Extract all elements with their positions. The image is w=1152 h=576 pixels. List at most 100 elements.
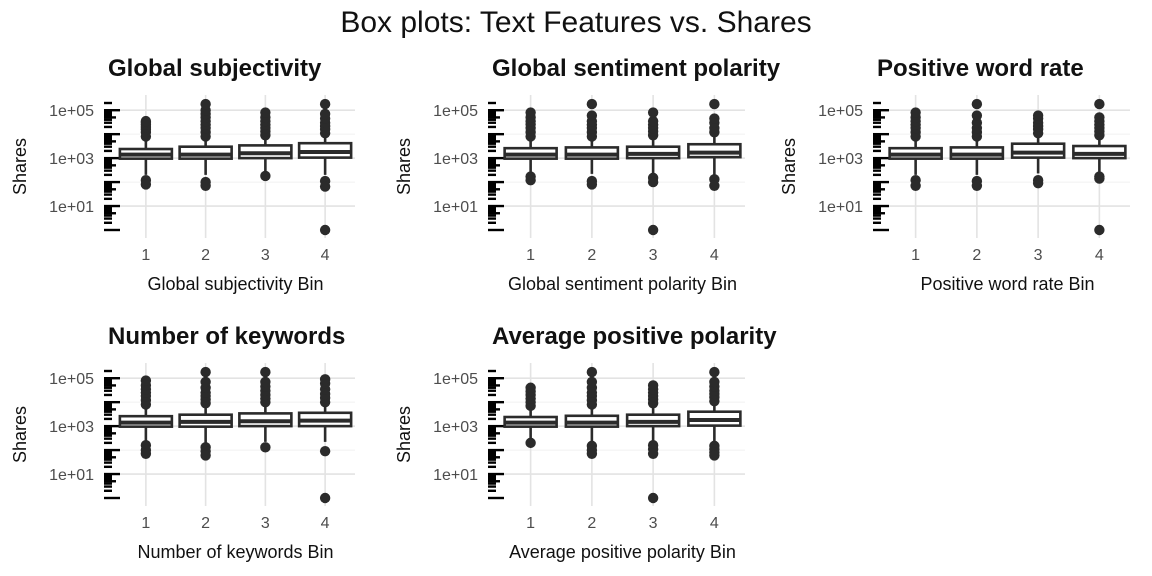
outlier-point (200, 366, 211, 378)
outlier-point (971, 110, 983, 121)
panel-5: 1e+01 1e+03 1e+05 1 2 3 4 Average positive pola… (394, 323, 777, 562)
y-axis-label: Shares (394, 138, 414, 195)
y-tick-label: 1e+03 (49, 151, 94, 168)
outlier-point (260, 366, 271, 378)
x-tick-label: 4 (1095, 247, 1104, 264)
outlier-point (319, 181, 331, 192)
outlier-point (910, 180, 921, 191)
outlier-point (586, 110, 598, 121)
x-axis-label: Positive word rate Bin (920, 274, 1094, 294)
x-tick-label: 2 (201, 515, 210, 532)
outlier-point (140, 179, 152, 190)
x-tick-label: 3 (261, 515, 270, 532)
y-axis-label: Shares (779, 138, 799, 195)
x-tick-label: 4 (321, 247, 330, 264)
outlier-point (525, 174, 536, 186)
x-tick-label: 1 (526, 515, 535, 532)
outlier-point (647, 107, 659, 118)
outlier-point (971, 117, 983, 128)
panel-title: Positive word rate (877, 55, 1084, 82)
panels: 1e+01 1e+03 1e+05 1 2 3 4 Global subjectivity Gl… (10, 55, 1130, 562)
x-tick-label: 2 (587, 515, 596, 532)
outlier-point (319, 224, 331, 236)
x-tick-label: 4 (710, 247, 719, 264)
x-axis-label: Number of keywords Bin (137, 542, 333, 562)
outlier-point (586, 376, 598, 388)
outlier-point (647, 492, 659, 504)
outlier-point (1094, 173, 1105, 184)
outlier-point (140, 448, 152, 459)
outlier-point (260, 376, 271, 388)
x-tick-label: 3 (1034, 247, 1043, 264)
outlier-point (200, 376, 211, 388)
figure-title: Box plots: Text Features vs. Shares (340, 6, 811, 39)
outlier-point (1094, 98, 1105, 110)
outlier-point (260, 170, 271, 182)
panel-1: 1e+01 1e+03 1e+05 1 2 3 4 Global subjectivity Gl… (10, 55, 355, 294)
outlier-point (200, 180, 211, 191)
x-tick-label: 2 (587, 247, 596, 264)
x-tick-label: 4 (321, 515, 330, 532)
x-tick-label: 3 (649, 247, 658, 264)
x-tick-label: 2 (972, 247, 981, 264)
x-tick-label: 1 (526, 247, 535, 264)
y-tick-label: 1e+05 (433, 371, 478, 388)
outlier-point (647, 224, 659, 236)
y-axis-label: Shares (394, 406, 414, 463)
outlier-point (140, 375, 152, 386)
panel-4: 1e+01 1e+03 1e+05 1 2 3 4 Number of keywords Num… (10, 323, 355, 562)
x-axis-label: Global subjectivity Bin (147, 274, 323, 294)
y-axis-label: Shares (10, 406, 30, 463)
outlier-point (1032, 177, 1044, 189)
panel-title: Global subjectivity (108, 55, 322, 82)
outlier-point (1094, 224, 1105, 236)
y-tick-label: 1e+03 (818, 151, 863, 168)
outlier-point (971, 98, 983, 110)
y-tick-label: 1e+01 (49, 199, 94, 216)
y-tick-label: 1e+03 (433, 151, 478, 168)
x-tick-label: 2 (201, 247, 210, 264)
outlier-point (525, 382, 536, 393)
outlier-point (709, 366, 720, 378)
outlier-point (586, 366, 598, 378)
panel-3: 1e+01 1e+03 1e+05 1 2 3 4 Positive word rate Pos… (779, 55, 1130, 294)
y-tick-label: 1e+03 (49, 419, 94, 436)
outlier-point (525, 107, 536, 118)
x-tick-label: 1 (911, 247, 920, 264)
outlier-point (709, 98, 720, 110)
outlier-point (200, 450, 211, 461)
outlier-point (140, 115, 152, 127)
outlier-point (319, 445, 331, 457)
panel-title: Number of keywords (108, 323, 345, 350)
x-tick-label: 3 (649, 515, 658, 532)
outlier-point (586, 98, 598, 110)
outlier-point (910, 107, 921, 118)
panel-2: 1e+01 1e+03 1e+05 1 2 3 4 Global sentiment pola… (394, 55, 781, 294)
outlier-point (709, 180, 720, 191)
outlier-point (647, 176, 659, 188)
y-tick-label: 1e+03 (433, 419, 478, 436)
x-axis-label: Average positive polarity Bin (509, 542, 736, 562)
outlier-point (319, 374, 331, 385)
outlier-point (647, 448, 659, 459)
outlier-point (200, 98, 211, 110)
outlier-point (260, 107, 271, 118)
outlier-point (971, 180, 983, 191)
y-tick-label: 1e+01 (433, 467, 478, 484)
x-tick-label: 1 (141, 247, 150, 264)
panel-title: Global sentiment polarity (492, 55, 781, 82)
y-axis-label: Shares (10, 138, 30, 195)
y-tick-label: 1e+05 (818, 103, 863, 120)
y-tick-label: 1e+05 (49, 103, 94, 120)
outlier-point (586, 448, 598, 459)
outlier-point (647, 115, 659, 127)
y-tick-label: 1e+01 (433, 199, 478, 216)
y-tick-label: 1e+01 (49, 467, 94, 484)
panel-title: Average positive polarity (492, 323, 777, 350)
outlier-point (709, 113, 720, 124)
outlier-point (319, 98, 331, 110)
outlier-point (1094, 112, 1105, 123)
outlier-point (1032, 110, 1044, 121)
